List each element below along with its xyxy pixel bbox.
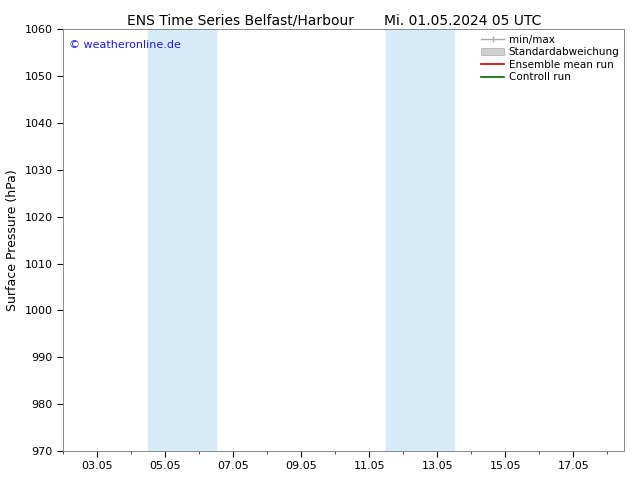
Bar <box>148 29 216 451</box>
Bar <box>387 29 455 451</box>
Text: © weatheronline.de: © weatheronline.de <box>69 40 181 50</box>
Legend: min/max, Standardabweichung, Ensemble mean run, Controll run: min/max, Standardabweichung, Ensemble me… <box>478 31 623 86</box>
Text: Mi. 01.05.2024 05 UTC: Mi. 01.05.2024 05 UTC <box>384 14 541 28</box>
Text: ENS Time Series Belfast/Harbour: ENS Time Series Belfast/Harbour <box>127 14 354 28</box>
Y-axis label: Surface Pressure (hPa): Surface Pressure (hPa) <box>6 169 19 311</box>
